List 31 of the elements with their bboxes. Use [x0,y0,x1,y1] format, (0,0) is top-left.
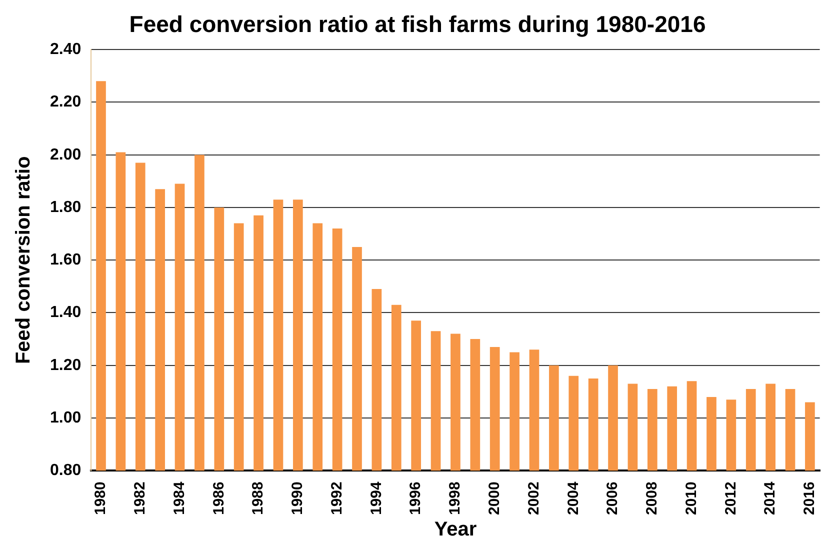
x-tick-label: 2008 [644,482,661,516]
x-tick-label: 2014 [762,480,779,516]
y-tick-label: 2.20 [50,94,82,111]
x-tick-label: 2012 [722,482,740,516]
x-tick-label: 1998 [446,482,464,516]
y-tick-label: 1.20 [50,356,82,374]
chart-title: Feed conversion ratio at fish farms during 1980-2016 [129,11,706,38]
x-tick-label: 1980 [92,482,110,516]
y-tick-label: 0.80 [50,462,82,480]
x-tick-label: 1986 [210,482,228,516]
x-tick-label: 1990 [289,482,306,516]
x-tick-label: 1984 [170,480,188,516]
y-tick-label: 2.40 [50,41,82,58]
x-tick-label: 1992 [328,482,346,516]
y-tick-label: 2.00 [50,146,82,164]
y-tick-label: 1.00 [50,409,82,426]
x-tick-label: 2010 [682,482,700,516]
x-tick-label: 1994 [368,480,385,516]
y-axis-title: Feed conversion ratio [12,156,35,364]
y-tick-label: 1.80 [50,198,82,216]
x-tick-label: 2000 [486,482,503,516]
y-tick-label: 1.60 [50,252,82,269]
x-axis-title: Year [434,518,477,541]
x-tick-label: 2016 [801,482,818,516]
x-tick-label: 1982 [132,482,149,516]
y-tick-label: 1.40 [50,304,82,322]
x-tick-label: 2004 [564,480,582,516]
x-tick-label: 1988 [250,482,267,516]
x-tick-label: 2006 [604,482,622,516]
x-tick-label: 2002 [525,482,542,516]
x-tick-label: 1996 [407,482,424,516]
